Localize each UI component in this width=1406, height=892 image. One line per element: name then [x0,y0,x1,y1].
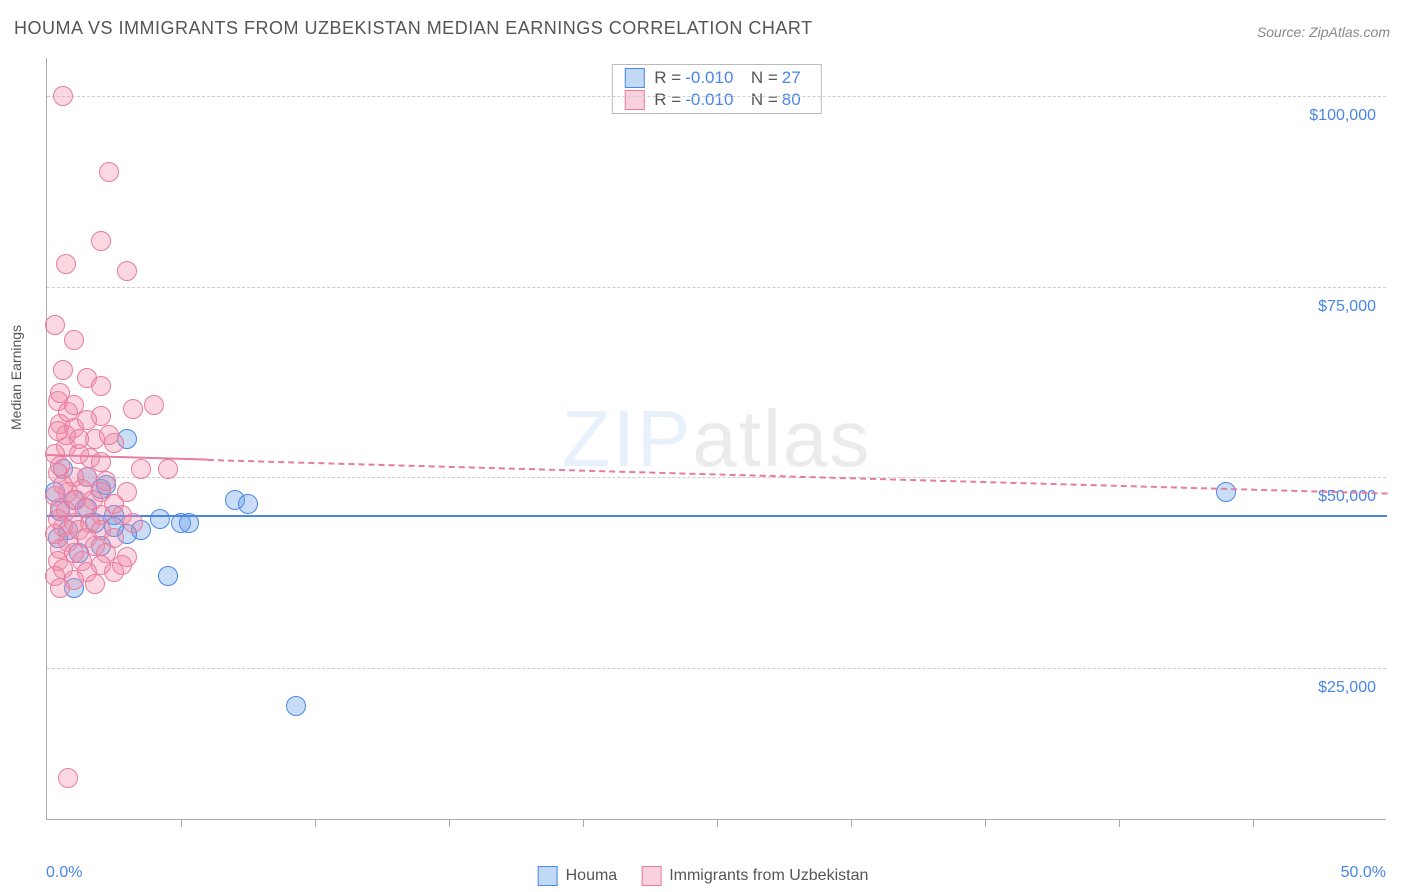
scatter-point [48,421,68,441]
x-tick [315,819,316,827]
legend-swatch [538,866,558,886]
x-tick [449,819,450,827]
scatter-point [45,315,65,335]
scatter-point [123,513,143,533]
gridline [47,287,1386,288]
legend-label: Houma [566,867,618,885]
legend-item: Houma [538,866,618,886]
stats-n-value: 80 [782,90,801,110]
gridline [47,477,1386,478]
scatter-point [123,399,143,419]
legend-swatch [624,90,644,110]
y-tick-label: $25,000 [1318,679,1376,697]
scatter-point [144,395,164,415]
stats-n-label: N = [741,90,777,110]
scatter-point [64,330,84,350]
legend-label: Immigrants from Uzbekistan [669,867,868,885]
y-tick-label: $75,000 [1318,298,1376,316]
stats-r-value: -0.010 [685,90,733,110]
x-tick [583,819,584,827]
x-axis-min-label: 0.0% [46,864,82,882]
scatter-point [50,578,70,598]
scatter-point [91,406,111,426]
scatter-point [1216,482,1236,502]
scatter-point [91,376,111,396]
legend-bottom: Houma Immigrants from Uzbekistan [538,866,869,886]
stats-row: R = -0.010 N = 80 [612,89,820,111]
legend-swatch [624,68,644,88]
y-axis-label: Median Earnings [8,325,24,430]
source-attribution: Source: ZipAtlas.com [1257,24,1390,40]
y-tick-label: $100,000 [1309,107,1376,125]
x-tick [717,819,718,827]
scatter-point [158,566,178,586]
scatter-point [53,360,73,380]
scatter-point [99,162,119,182]
stats-n-value: 27 [782,68,801,88]
x-tick [1253,819,1254,827]
scatter-point [104,562,124,582]
scatter-point [286,696,306,716]
gridline [47,96,1386,97]
gridline [47,668,1386,669]
stats-r-label: R = [654,68,681,88]
scatter-point [99,425,119,445]
x-tick [181,819,182,827]
stats-n-label: N = [741,68,777,88]
scatter-point [56,254,76,274]
stats-row: R = -0.010 N = 27 [612,67,820,89]
legend-swatch [641,866,661,886]
scatter-point [238,494,258,514]
stats-r-label: R = [654,90,681,110]
stats-r-value: -0.010 [685,68,733,88]
x-axis-max-label: 50.0% [1341,864,1386,882]
legend-item: Immigrants from Uzbekistan [641,866,868,886]
scatter-point [150,509,170,529]
scatter-point [158,459,178,479]
chart-title: HOUMA VS IMMIGRANTS FROM UZBEKISTAN MEDI… [14,18,813,39]
scatter-point [53,86,73,106]
scatter-point [50,383,70,403]
scatter-point [91,231,111,251]
x-tick [1119,819,1120,827]
trend-line [47,515,1387,517]
x-tick [851,819,852,827]
scatter-point [85,574,105,594]
watermark-part2: atlas [692,394,871,483]
scatter-point [131,459,151,479]
x-tick [985,819,986,827]
chart-plot-area: ZIPatlas R = -0.010 N = 27R = -0.010 N =… [46,58,1386,820]
stats-legend-box: R = -0.010 N = 27R = -0.010 N = 80 [611,64,821,114]
scatter-point [117,261,137,281]
scatter-point [58,768,78,788]
